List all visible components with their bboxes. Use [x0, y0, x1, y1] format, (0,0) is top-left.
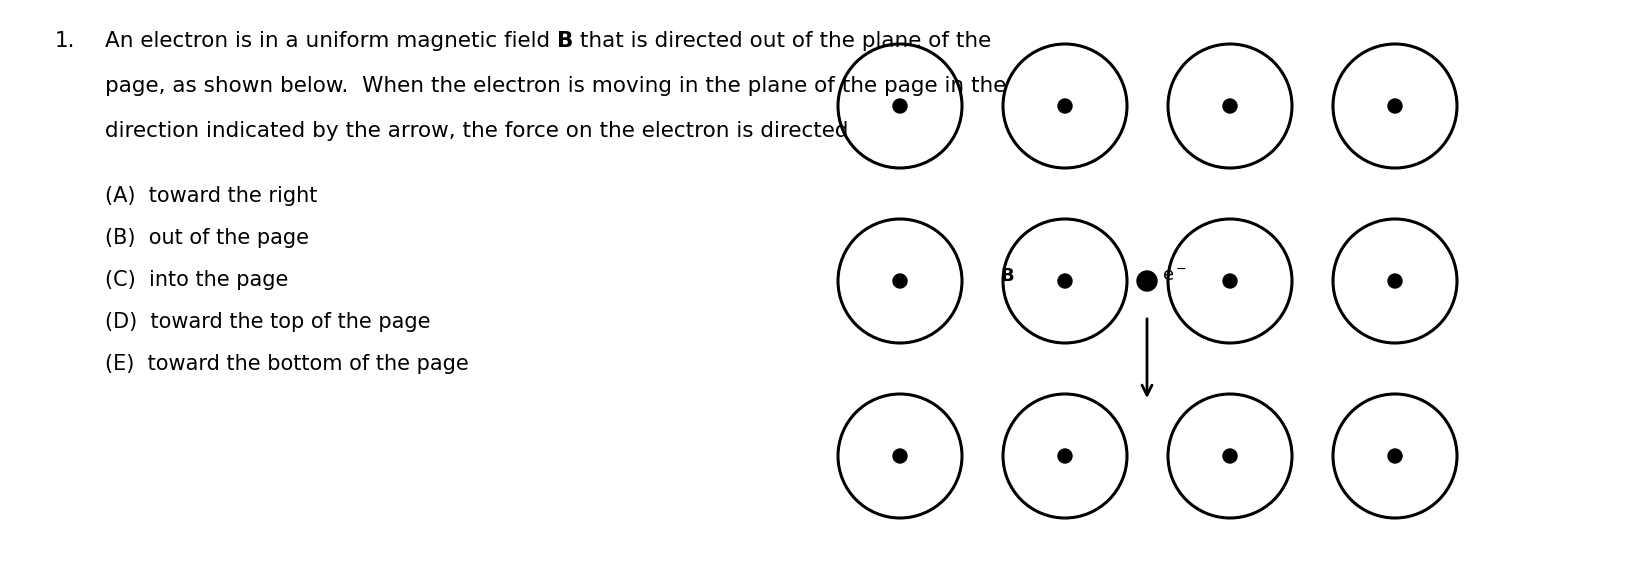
Circle shape: [1223, 274, 1236, 288]
Circle shape: [1223, 449, 1236, 463]
Circle shape: [893, 274, 907, 288]
Text: B: B: [1000, 267, 1014, 285]
Circle shape: [1059, 449, 1072, 463]
Text: (A)  toward the right: (A) toward the right: [105, 186, 317, 206]
Text: e$^-$: e$^-$: [1162, 267, 1187, 285]
Text: (D)  toward the top of the page: (D) toward the top of the page: [105, 312, 431, 332]
Circle shape: [1388, 99, 1402, 113]
Text: (B)  out of the page: (B) out of the page: [105, 228, 309, 248]
Circle shape: [1059, 274, 1072, 288]
Text: (C)  into the page: (C) into the page: [105, 270, 288, 290]
Text: B: B: [557, 31, 574, 51]
Text: An electron is in a uniform magnetic field: An electron is in a uniform magnetic fie…: [105, 31, 557, 51]
Text: (E)  toward the bottom of the page: (E) toward the bottom of the page: [105, 354, 469, 374]
Text: 1.: 1.: [54, 31, 76, 51]
Text: direction indicated by the arrow, the force on the electron is directed: direction indicated by the arrow, the fo…: [105, 121, 848, 141]
Circle shape: [1059, 99, 1072, 113]
Circle shape: [1388, 449, 1402, 463]
Circle shape: [893, 449, 907, 463]
Circle shape: [1388, 274, 1402, 288]
Circle shape: [893, 99, 907, 113]
Text: page, as shown below.  When the electron is moving in the plane of the page in t: page, as shown below. When the electron …: [105, 76, 1006, 96]
Circle shape: [1138, 271, 1157, 291]
Text: that is directed out of the plane of the: that is directed out of the plane of the: [574, 31, 991, 51]
Circle shape: [1223, 99, 1236, 113]
